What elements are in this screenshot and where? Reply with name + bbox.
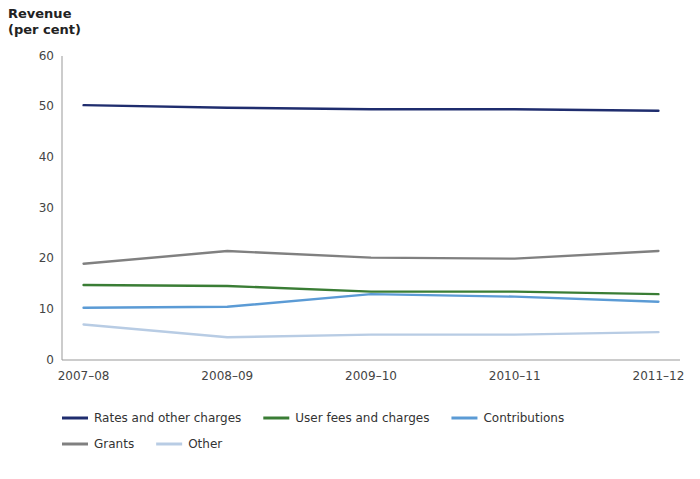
legend-label: Rates and other charges [94,411,241,425]
y-tick-label: 40 [39,150,54,164]
chart-container: Revenue(per cent) 0 10 20 30 40 50 60 2007–08 200… [0,0,700,479]
series-line [84,325,659,338]
y-axis-label-line: (per cent) [8,22,81,37]
y-axis-label-line: Revenue [8,6,72,21]
y-tick-label: 20 [39,251,54,265]
y-axis-line [62,56,63,360]
legend: Rates and other charges User fees and cha… [62,411,564,451]
y-tick-label: 10 [39,302,54,316]
y-axis-label: Revenue(per cent) [8,6,81,37]
legend-swatch [62,417,88,420]
x-tick-label: 2007–08 [58,369,110,383]
legend-label: Other [188,437,222,451]
x-tick-label: 2009–10 [345,369,397,383]
x-tick-label: 2010–11 [489,369,541,383]
chart-svg: Revenue(per cent) 0 10 20 30 40 50 60 2007–08 200… [0,0,700,479]
series-line [84,251,659,264]
x-tick-label: 2008–09 [201,369,253,383]
plot-area [84,105,659,337]
series-line [84,105,659,111]
legend-swatch [263,417,289,420]
y-tick-label: 0 [46,353,54,367]
y-tick-label: 60 [39,49,54,63]
legend-label: User fees and charges [295,411,429,425]
x-axis-line [62,360,680,361]
legend-swatch [156,443,182,446]
y-tick-label: 50 [39,99,54,113]
legend-swatch [451,417,477,420]
series-line [84,285,659,294]
x-tick-label: 2011–12 [633,369,685,383]
y-tick-label: 30 [39,201,54,215]
legend-label: Grants [94,437,134,451]
legend-swatch [62,443,88,446]
series-line [84,294,659,308]
legend-label: Contributions [483,411,564,425]
